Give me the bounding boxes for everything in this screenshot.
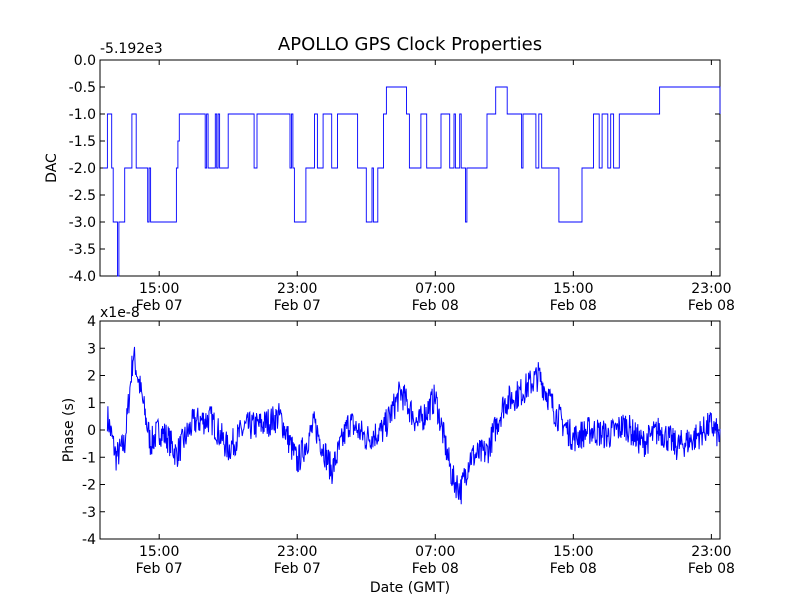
dac-panel: -5.192e3 DAC 0.0 -0.5 -1.0 -1.5 -2.0 -2.5 -3.0… bbox=[44, 41, 735, 314]
y-tick-label: -3 bbox=[82, 505, 96, 521]
x-tick-time: 23:00 bbox=[691, 281, 731, 297]
dac-line bbox=[103, 86, 721, 277]
x-tick-time: 23:00 bbox=[277, 544, 317, 560]
x-tick-date: Feb 07 bbox=[274, 298, 321, 314]
y-tick-label: -1.0 bbox=[69, 107, 96, 123]
phase-line bbox=[106, 346, 721, 505]
x-tick-time: 15:00 bbox=[139, 281, 179, 297]
y-tick-label: -3.0 bbox=[69, 215, 96, 231]
phase-offset-label: x1e-8 bbox=[100, 305, 140, 321]
x-tick-date: Feb 08 bbox=[550, 298, 597, 314]
x-tick-date: Feb 08 bbox=[688, 298, 735, 314]
x-tick-time: 07:00 bbox=[415, 281, 455, 297]
y-tick-label: -2 bbox=[82, 478, 96, 494]
phase-ylabel: Phase (s) bbox=[61, 398, 77, 462]
x-tick-date: Feb 07 bbox=[274, 561, 321, 577]
y-tick-label: -4.0 bbox=[69, 269, 96, 285]
x-tick-time: 15:00 bbox=[553, 544, 593, 560]
y-tick-label: 4 bbox=[87, 314, 96, 330]
phase-xlabel: Date (GMT) bbox=[370, 580, 450, 596]
y-tick-label: -3.5 bbox=[69, 242, 96, 258]
x-tick-time: 15:00 bbox=[553, 281, 593, 297]
y-tick-label: 2 bbox=[87, 369, 96, 385]
x-tick-date: Feb 08 bbox=[688, 561, 735, 577]
dac-offset-label: -5.192e3 bbox=[100, 41, 163, 57]
dac-axis-ticks: 0.0 -0.5 -1.0 -1.5 -2.0 -2.5 -3.0 -3.5 -4.0 15:00… bbox=[69, 53, 735, 314]
x-tick-date: Feb 08 bbox=[412, 561, 459, 577]
x-tick-time: 23:00 bbox=[277, 281, 317, 297]
dac-series bbox=[103, 86, 721, 277]
y-tick-label: 3 bbox=[87, 341, 96, 357]
x-tick-time: 07:00 bbox=[415, 544, 455, 560]
phase-series bbox=[106, 346, 721, 505]
y-tick-label: 1 bbox=[87, 396, 96, 412]
x-tick-date: Feb 08 bbox=[412, 298, 459, 314]
y-tick-label: -1 bbox=[82, 450, 96, 466]
dac-ylabel: DAC bbox=[44, 153, 60, 183]
y-tick-label: -1.5 bbox=[69, 134, 96, 150]
x-tick-date: Feb 07 bbox=[136, 561, 183, 577]
y-tick-label: -2.5 bbox=[69, 188, 96, 204]
x-tick-time: 23:00 bbox=[691, 544, 731, 560]
y-tick-label: 0.0 bbox=[74, 53, 96, 69]
y-tick-label: -2.0 bbox=[69, 161, 96, 177]
y-tick-label: -0.5 bbox=[69, 80, 96, 96]
phase-panel: x1e-8 Phase (s) Date (GMT) 4 3 2 1 0 -1 -2 -3 -4… bbox=[61, 305, 735, 596]
y-tick-label: -4 bbox=[82, 532, 96, 548]
x-tick-time: 15:00 bbox=[139, 544, 179, 560]
x-tick-date: Feb 08 bbox=[550, 561, 597, 577]
figure-title: APOLLO GPS Clock Properties bbox=[278, 34, 542, 55]
x-tick-date: Feb 07 bbox=[136, 298, 183, 314]
y-tick-label: 0 bbox=[87, 423, 96, 439]
